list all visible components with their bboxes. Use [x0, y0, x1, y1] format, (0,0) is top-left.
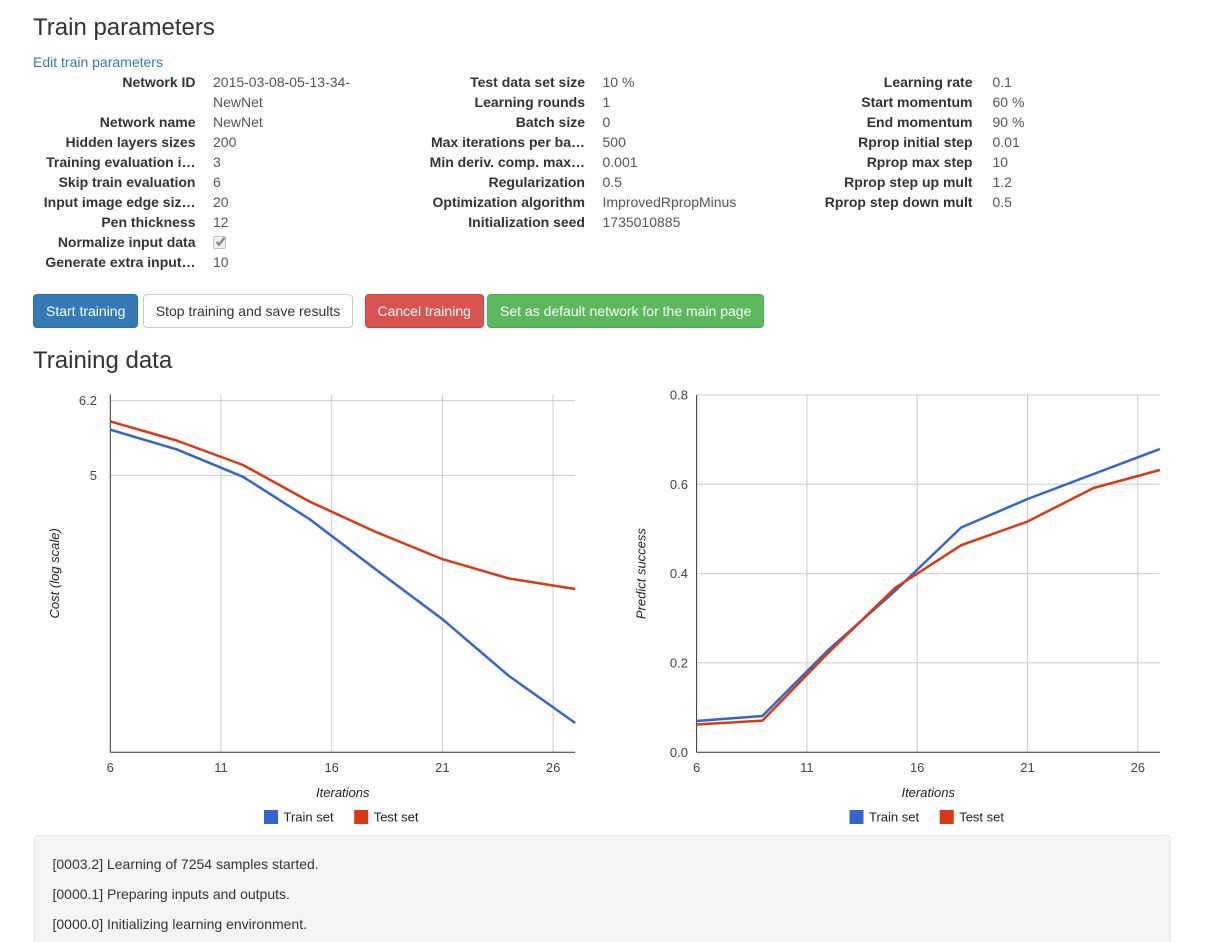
svg-text:Iterations: Iterations — [901, 785, 955, 800]
svg-text:Train set: Train set — [284, 810, 334, 825]
svg-text:26: 26 — [546, 760, 560, 775]
svg-text:Predict success: Predict success — [634, 528, 649, 620]
svg-text:Cost (log scale): Cost (log scale) — [47, 528, 62, 618]
svg-text:21: 21 — [1020, 760, 1034, 775]
svg-text:6.2: 6.2 — [79, 393, 97, 408]
svg-text:16: 16 — [324, 760, 338, 775]
svg-text:Iterations: Iterations — [316, 785, 370, 800]
svg-text:0.8: 0.8 — [670, 388, 688, 403]
svg-text:21: 21 — [435, 760, 449, 775]
svg-text:Test set: Test set — [374, 810, 419, 825]
svg-text:16: 16 — [910, 760, 924, 775]
svg-text:11: 11 — [800, 760, 814, 775]
svg-text:6: 6 — [693, 760, 700, 775]
svg-text:0.0: 0.0 — [670, 745, 688, 760]
svg-text:11: 11 — [214, 760, 228, 775]
svg-text:0.6: 0.6 — [670, 477, 688, 492]
svg-text:Train set: Train set — [869, 810, 919, 825]
svg-text:6: 6 — [107, 760, 114, 775]
svg-text:Test set: Test set — [959, 810, 1004, 825]
svg-text:0.2: 0.2 — [670, 655, 688, 670]
svg-text:0.4: 0.4 — [670, 566, 688, 581]
svg-text:26: 26 — [1131, 760, 1145, 775]
svg-text:5: 5 — [90, 468, 97, 483]
